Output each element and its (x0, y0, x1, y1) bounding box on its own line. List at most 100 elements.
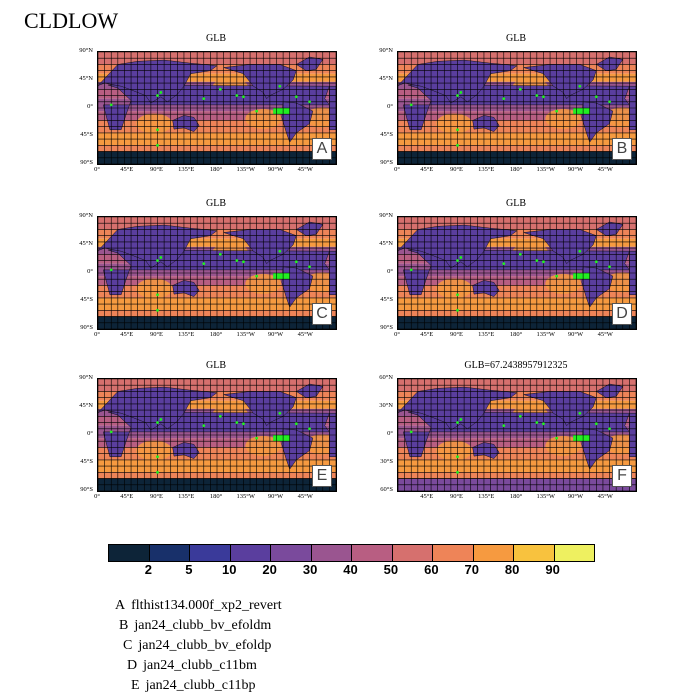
site-marker (156, 143, 159, 147)
cloud-deck (436, 113, 473, 134)
site-marker (608, 100, 611, 104)
site-marker (594, 422, 598, 426)
site-marker (235, 421, 239, 424)
continent-outline (172, 442, 200, 459)
x-tick-label: 135°E (178, 331, 195, 338)
x-tick-label: 45°W (297, 493, 313, 500)
site-marker (518, 414, 522, 418)
x-tick-label: 45°W (597, 331, 613, 338)
map-frame: A (97, 51, 337, 165)
x-tick-label: 45°E (420, 331, 434, 338)
x-tick-label: 90°E (149, 493, 164, 500)
site-marker (456, 455, 459, 459)
map-panel-a: GLB A 90°N 45°N 0° 45°S 90°S 0° 45°E 90°E 135°E 180… (79, 33, 357, 185)
site-marker (278, 84, 282, 88)
site-region-marker (573, 273, 590, 280)
x-tick-label: 0° (94, 166, 100, 173)
x-tick-label: 90°W (267, 331, 284, 338)
y-tick-label: 90°S (380, 324, 393, 331)
panel-letter-label: F (612, 465, 632, 487)
legend-case-name: jan24_clubb_bv_efoldp (138, 638, 272, 653)
site-marker (308, 427, 311, 431)
site-marker (456, 94, 459, 97)
site-marker (542, 422, 545, 426)
map-panel-f: GLB=67.2438957912325 F 60°N 30°N 0° 30°S 60°S 4… (379, 360, 657, 512)
y-tick-label: 45°N (79, 402, 93, 409)
cloud-map (98, 217, 336, 329)
colorbar-tick: 10 (222, 562, 237, 577)
x-tick-label: 45°W (597, 493, 613, 500)
x-tick-label: 90°W (567, 493, 584, 500)
site-marker (218, 414, 222, 418)
panel-title: GLB (206, 198, 226, 209)
map-frame: B (397, 51, 637, 165)
map-panel-d: GLB D 90°N 45°N 0° 45°S 90°S 0° 45°E 90°E 135°E 180… (379, 198, 657, 350)
site-marker (456, 308, 459, 312)
colorbar-tick: 70 (464, 562, 479, 577)
y-tick-label: 45°N (379, 240, 393, 247)
x-tick-label: 90°W (267, 166, 284, 173)
continent-outline (472, 280, 500, 297)
colorbar-cell (149, 545, 190, 561)
x-tick-label: 135°W (536, 166, 555, 173)
colorbar-cell (433, 545, 474, 561)
colorbar-cell (230, 545, 271, 561)
site-marker (518, 252, 522, 256)
site-marker (255, 274, 259, 278)
x-tick-label: 90°E (449, 331, 464, 338)
panel-letter-label: A (312, 138, 332, 160)
site-marker (202, 424, 206, 428)
site-region-marker (273, 108, 290, 115)
site-marker (159, 256, 163, 259)
site-marker (156, 259, 159, 262)
cloud-map (98, 379, 336, 491)
cloud-map (98, 52, 336, 164)
x-tick-label: 90°E (449, 493, 464, 500)
legend-case-name: jan24_clubb_c11bp (145, 678, 256, 693)
y-tick-label: 90°N (379, 47, 393, 54)
x-tick-label: 45°E (420, 166, 434, 173)
x-tick-label: 0° (94, 493, 100, 500)
site-marker (535, 259, 539, 262)
colorbar-tick: 80 (504, 562, 520, 577)
x-tick-label: 180° (509, 166, 523, 173)
colorbar-cell (352, 545, 393, 561)
x-tick-label: 90°W (267, 493, 284, 500)
x-tick-label: 0° (394, 331, 400, 338)
site-marker (242, 260, 245, 264)
continent-outline (472, 115, 500, 132)
legend-letter: A (115, 598, 126, 613)
site-marker (308, 100, 311, 104)
x-tick-label: 45°E (120, 166, 134, 173)
legend-case-name: flthist134.000f_xp2_revert (131, 598, 282, 613)
colorbar-cell (271, 545, 312, 561)
x-tick-label: 45°E (120, 331, 134, 338)
site-marker (535, 421, 539, 424)
site-marker (535, 94, 539, 97)
site-marker (578, 249, 582, 253)
colorbar-tick: 30 (302, 562, 318, 577)
panel-title: GLB (506, 198, 526, 209)
y-tick-label: 45°S (80, 458, 93, 465)
site-marker (202, 97, 206, 101)
figure-title: CLDLOW (24, 8, 119, 33)
site-marker (156, 455, 159, 459)
y-tick-label: 60°N (379, 374, 393, 381)
site-marker (278, 249, 282, 253)
site-marker (456, 143, 459, 147)
site-marker (109, 430, 113, 434)
site-marker (159, 418, 163, 421)
site-marker (156, 293, 159, 297)
site-marker (218, 252, 222, 256)
site-marker (594, 95, 598, 99)
legend-case-name: jan24_clubb_bv_efoldm (134, 618, 272, 633)
cloud-deck (436, 440, 473, 461)
colorbar-cell (392, 545, 433, 561)
site-marker (278, 411, 282, 415)
y-tick-label: 45°N (79, 240, 93, 247)
legend-case-name: jan24_clubb_c11bm (143, 658, 257, 673)
colorbar-cell (514, 545, 555, 561)
cloud-map (398, 52, 636, 164)
